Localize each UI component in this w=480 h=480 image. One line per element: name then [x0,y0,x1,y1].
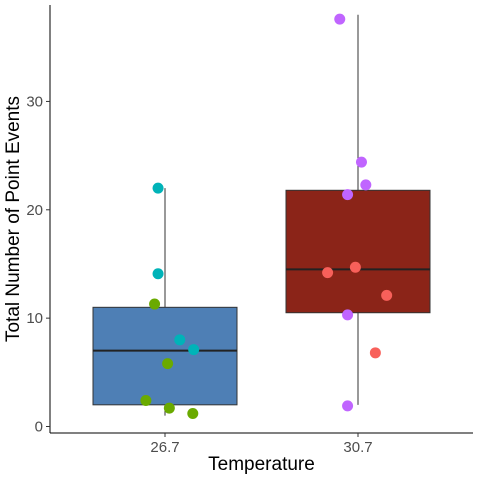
data-point [149,298,161,310]
y-tick-label: 10 [26,310,43,327]
x-tick-label: 30.7 [343,439,372,456]
data-point [187,407,199,419]
tick-layer: 0 10 20 30 26.7 30.7 [26,93,372,456]
data-point [152,268,164,280]
data-point [140,394,152,406]
x-tick-label: 26.7 [150,439,179,456]
data-point [334,13,346,25]
data-point [163,402,175,414]
data-point [162,358,174,370]
data-point [174,334,186,346]
y-tick-label: 0 [35,418,43,435]
data-point [342,189,354,201]
box-26.7 [92,306,238,406]
data-point [342,309,354,321]
data-point [381,289,393,301]
y-tick-label: 30 [26,93,43,110]
data-point [188,344,200,356]
data-point [369,347,381,359]
box-30.7 [285,189,431,314]
y-tick-label: 20 [26,202,43,219]
box-layer [92,14,431,416]
y-axis-title: Total Number of Point Events [3,96,24,342]
data-point [322,267,334,279]
axes [49,5,473,434]
data-point [360,179,372,191]
data-point [355,156,367,168]
data-point [349,261,361,273]
data-point [342,400,354,412]
point-layer [140,13,393,419]
data-point [152,182,164,194]
x-axis-title: Temperature [208,454,315,475]
